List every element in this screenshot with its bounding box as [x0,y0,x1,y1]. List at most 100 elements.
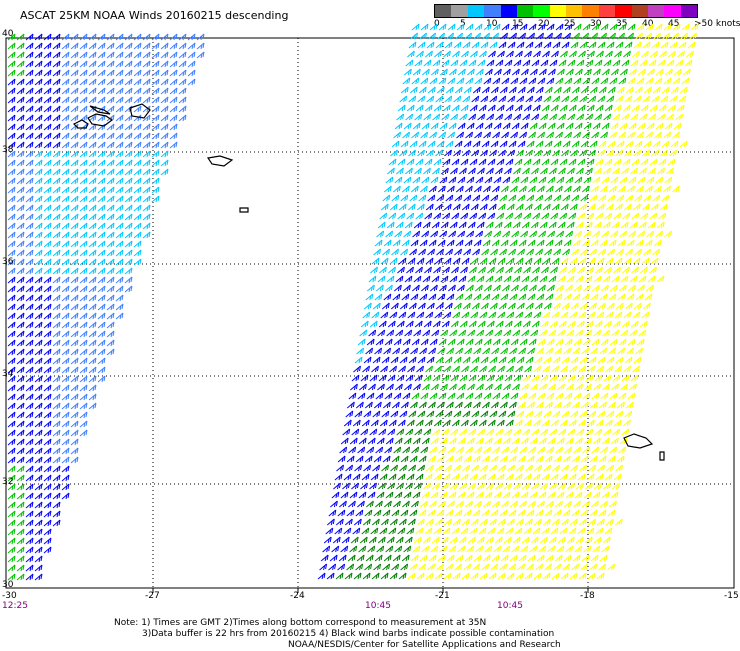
wind-barb [408,41,417,49]
wind-barb [563,293,572,301]
wind-barb [601,122,610,130]
wind-barb [491,554,500,562]
wind-barb [346,509,355,517]
wind-barb [546,446,555,454]
wind-barb [115,222,124,230]
wind-barb [70,186,79,194]
wind-barb [412,230,421,238]
wind-barb [440,275,449,283]
wind-barb [16,168,25,176]
wind-barb [357,338,366,346]
wind-barb [510,500,518,508]
wind-barb [97,303,106,311]
wind-barb [495,320,504,328]
wind-barb [645,131,654,139]
wind-barb [564,23,573,31]
wind-barb [61,222,70,230]
wind-barb [483,446,492,454]
pass-time-label: 12:25 [2,601,28,611]
wind-barb [25,69,34,77]
wind-barb [133,240,142,248]
wind-barb [359,536,368,544]
wind-barb [567,320,576,328]
wind-barb [391,140,400,148]
wind-barb [554,32,562,40]
wind-barb [664,176,673,184]
wind-barb [43,519,52,527]
wind-barb [530,329,539,337]
wind-barb [567,374,576,382]
wind-barb [115,105,124,113]
wind-barb [495,482,503,490]
wind-barb [421,545,430,553]
wind-barb [638,329,647,337]
wind-barb [531,482,539,490]
wind-barb [398,257,407,265]
wind-barb [465,338,474,346]
wind-barb [486,482,494,490]
wind-barb [608,239,617,247]
wind-barb [577,158,586,166]
wind-barb [106,321,115,329]
wind-barb [88,240,97,248]
wind-barb [451,419,460,427]
wind-barb [88,249,97,257]
wind-barb [577,212,586,220]
wind-barb [443,365,451,373]
wind-barb [341,536,350,544]
wind-barb [88,42,97,50]
wind-barb [160,96,169,104]
wind-barb [394,491,403,499]
wind-barb [124,249,133,257]
wind-barb [391,194,400,202]
wind-barb [160,114,169,122]
wind-barb [608,347,617,355]
wind-barb [578,50,586,58]
wind-barb [659,50,667,58]
wind-barb [471,410,480,418]
wind-barb [512,329,521,337]
wind-barb [519,446,528,454]
wind-barb [537,446,546,454]
wind-barb [530,383,538,391]
wind-barb [396,167,404,175]
wind-barb [560,311,569,319]
wind-barb [490,86,499,94]
wind-barb [529,122,538,130]
wind-barb [142,132,151,140]
wind-barb [591,284,600,292]
wind-barb [493,68,502,76]
wind-barb [479,257,488,265]
wind-barb [106,96,115,104]
wind-barb [43,51,52,59]
wind-barb [439,230,448,238]
wind-barb [571,509,580,517]
legend-label: 5 [460,19,466,29]
wind-barb [531,428,540,436]
wind-barb [427,401,436,409]
wind-barb [411,131,420,139]
legend-swatch [598,5,616,17]
wind-barb [663,131,672,139]
wind-barb [422,383,430,391]
wind-barb [142,177,151,185]
wind-barb [571,86,580,94]
wind-barb [389,257,398,265]
legend-label: 35 [616,19,628,29]
wind-barb [34,519,43,527]
wind-barb [562,140,571,148]
wind-barb [70,456,79,464]
wind-barb [496,104,505,112]
wind-barb [544,194,553,202]
wind-barb [331,545,340,553]
wind-barb [449,221,458,229]
wind-barb [372,464,381,472]
wind-barb [34,249,43,257]
wind-barb [587,50,595,58]
wind-barb [342,482,350,490]
wind-barb [115,69,124,77]
wind-barb [543,302,552,310]
wind-barb [595,266,603,274]
wind-barb [407,518,416,526]
wind-barb [447,392,456,400]
